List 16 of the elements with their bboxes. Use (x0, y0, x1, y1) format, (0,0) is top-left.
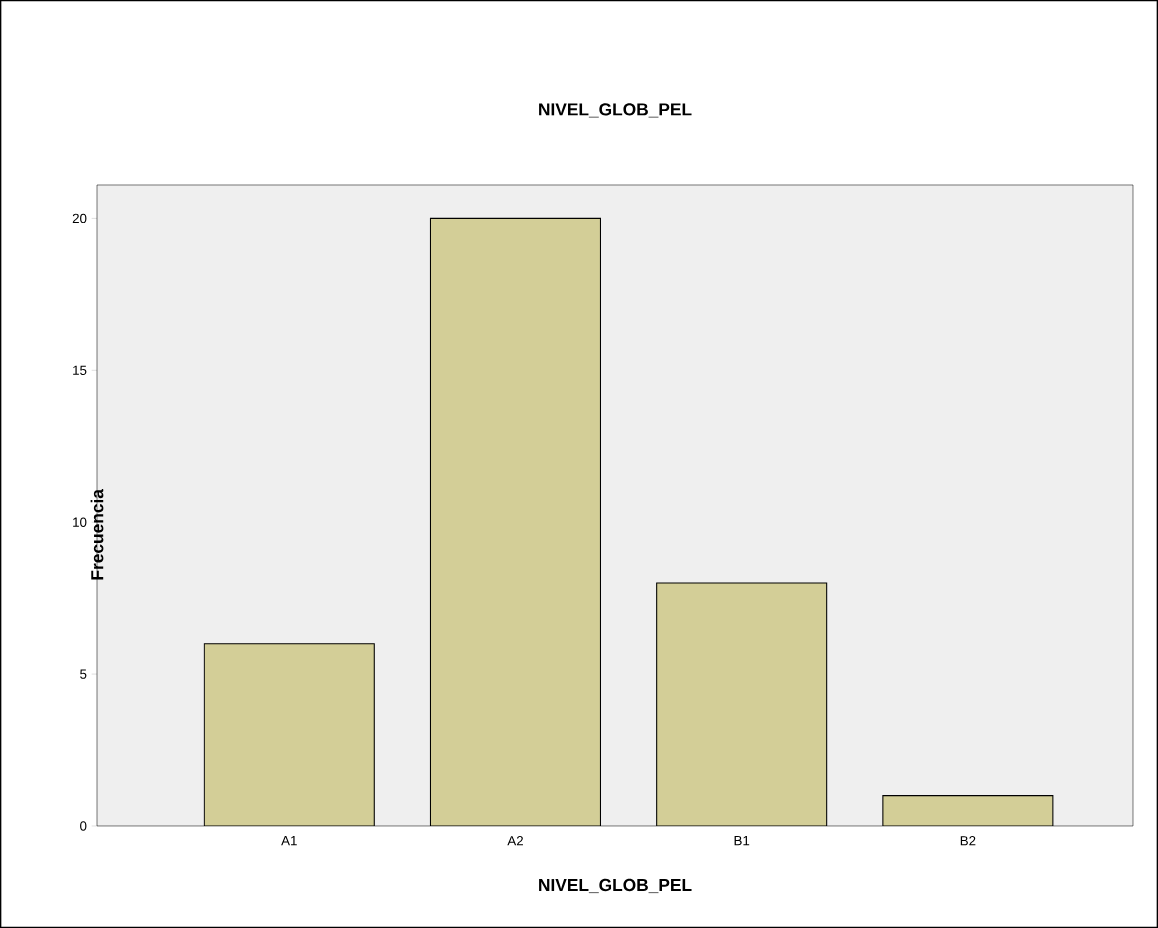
y-tick-label: 10 (73, 517, 87, 527)
y-axis-title: Frecuencia (90, 488, 104, 580)
x-tick-label: B1 (734, 836, 750, 846)
x-tick-label: B2 (960, 836, 976, 846)
chart-title: NIVEL_GLOB_PEL (539, 103, 692, 118)
bar (882, 795, 1054, 826)
bar (430, 218, 601, 826)
bar (203, 643, 375, 826)
x-tick-label: A1 (281, 836, 297, 846)
y-tick-label: 15 (73, 365, 87, 375)
y-tick-label: 20 (72, 213, 87, 224)
x-axis-title: NIVEL_GLOB_PEL (539, 878, 692, 894)
x-tick-label: A2 (507, 836, 523, 846)
y-tick-label: 5 (80, 669, 87, 679)
y-tick-label: 0 (80, 821, 87, 831)
bar (656, 582, 828, 826)
